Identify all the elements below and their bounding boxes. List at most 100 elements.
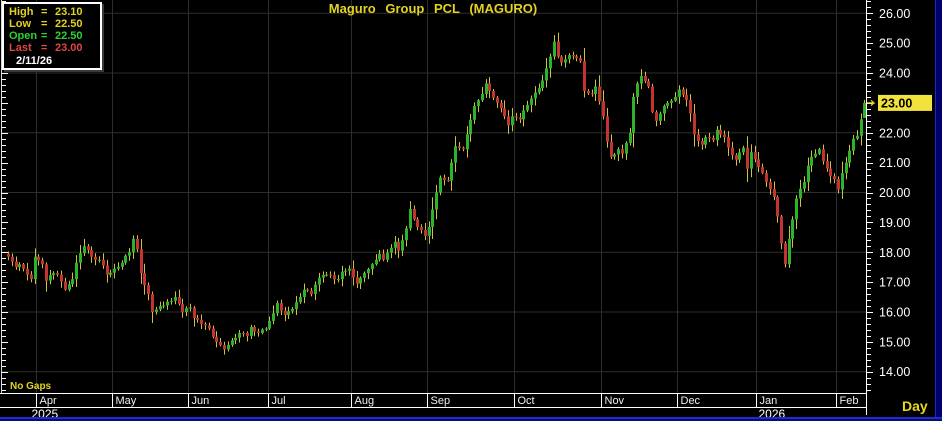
x-axis-month-label: Sep: [431, 395, 451, 407]
candle: [780, 216, 783, 244]
candle: [117, 266, 120, 269]
candle: [56, 273, 59, 275]
candle: [833, 176, 836, 180]
interval-label[interactable]: Day: [902, 398, 928, 414]
candle: [735, 155, 738, 160]
candle: [106, 265, 109, 275]
candle: [318, 277, 321, 285]
candle: [242, 332, 245, 334]
candle: [102, 259, 105, 266]
candle: [496, 97, 499, 103]
candle: [341, 271, 344, 280]
candle: [534, 92, 537, 99]
candle: [719, 129, 722, 135]
candle: [598, 86, 601, 102]
candle: [814, 153, 817, 157]
candle: [200, 319, 203, 324]
candle: [45, 264, 48, 281]
candle: [359, 277, 362, 284]
candles-layer: [7, 32, 866, 355]
x-axis-month-label: Jul: [272, 395, 286, 407]
candle: [15, 261, 18, 268]
candle: [109, 272, 112, 275]
candle: [776, 197, 779, 217]
candle: [215, 336, 218, 342]
candle: [746, 147, 749, 169]
candle: [545, 68, 548, 81]
candle: [295, 302, 298, 310]
candle: [773, 189, 776, 198]
candle: [268, 320, 271, 329]
candle: [754, 152, 757, 160]
x-axis-month-label: Jun: [192, 395, 210, 407]
legend-date: 2/11/26: [16, 55, 53, 67]
x-axis-month-label: Apr: [40, 395, 57, 407]
candle: [848, 150, 851, 163]
candle: [826, 161, 829, 169]
candle: [659, 113, 662, 121]
candle: [841, 173, 844, 190]
candle: [280, 303, 283, 311]
y-axis-label: 22.00: [879, 126, 910, 140]
candle: [416, 219, 419, 227]
candle: [18, 264, 21, 268]
candle: [670, 100, 673, 103]
candle: [113, 268, 116, 273]
candle: [575, 56, 578, 59]
candle: [500, 102, 503, 109]
x-axis-month-label: Jan: [760, 395, 778, 407]
candle: [447, 180, 450, 182]
candle: [397, 241, 400, 251]
candle: [291, 309, 294, 312]
candle: [363, 273, 366, 278]
candle: [87, 246, 90, 251]
candle: [303, 289, 306, 298]
candle: [356, 277, 359, 284]
candle: [382, 253, 385, 260]
x-axis-month-label: Dec: [681, 395, 701, 407]
candle: [788, 238, 791, 265]
candle: [181, 303, 184, 312]
candle: [522, 110, 525, 120]
candle: [708, 137, 711, 139]
candle: [405, 228, 408, 241]
candle: [143, 273, 146, 286]
x-axis-month-label: Aug: [355, 395, 375, 407]
candle: [727, 137, 730, 148]
candle: [541, 80, 544, 88]
y-axis-label: 17.00: [879, 276, 910, 290]
candle: [378, 253, 381, 260]
y-axis-label: 19.00: [879, 216, 910, 230]
candle: [250, 326, 253, 336]
candle: [632, 96, 635, 133]
candle: [394, 241, 397, 248]
candle: [68, 284, 71, 290]
candle: [325, 274, 328, 276]
candle: [723, 134, 726, 138]
candle: [594, 86, 597, 94]
candle: [375, 259, 378, 265]
candle: [431, 209, 434, 227]
candle: [136, 238, 139, 250]
candle: [151, 294, 154, 312]
candle: [795, 198, 798, 220]
candle: [606, 116, 609, 142]
window-right-border: [935, 0, 942, 421]
candle: [663, 105, 666, 114]
last-price-value: 23.00: [881, 96, 912, 110]
candle: [647, 81, 650, 87]
candle: [52, 273, 55, 276]
y-axis-label: 26.00: [879, 7, 910, 21]
candle: [625, 142, 628, 154]
candle: [98, 259, 101, 261]
candle: [466, 134, 469, 150]
candle: [329, 274, 332, 276]
candle: [22, 264, 25, 269]
candle: [212, 328, 215, 337]
candle: [629, 132, 632, 143]
candle: [549, 56, 552, 69]
candle: [481, 93, 484, 101]
candle: [94, 256, 97, 260]
